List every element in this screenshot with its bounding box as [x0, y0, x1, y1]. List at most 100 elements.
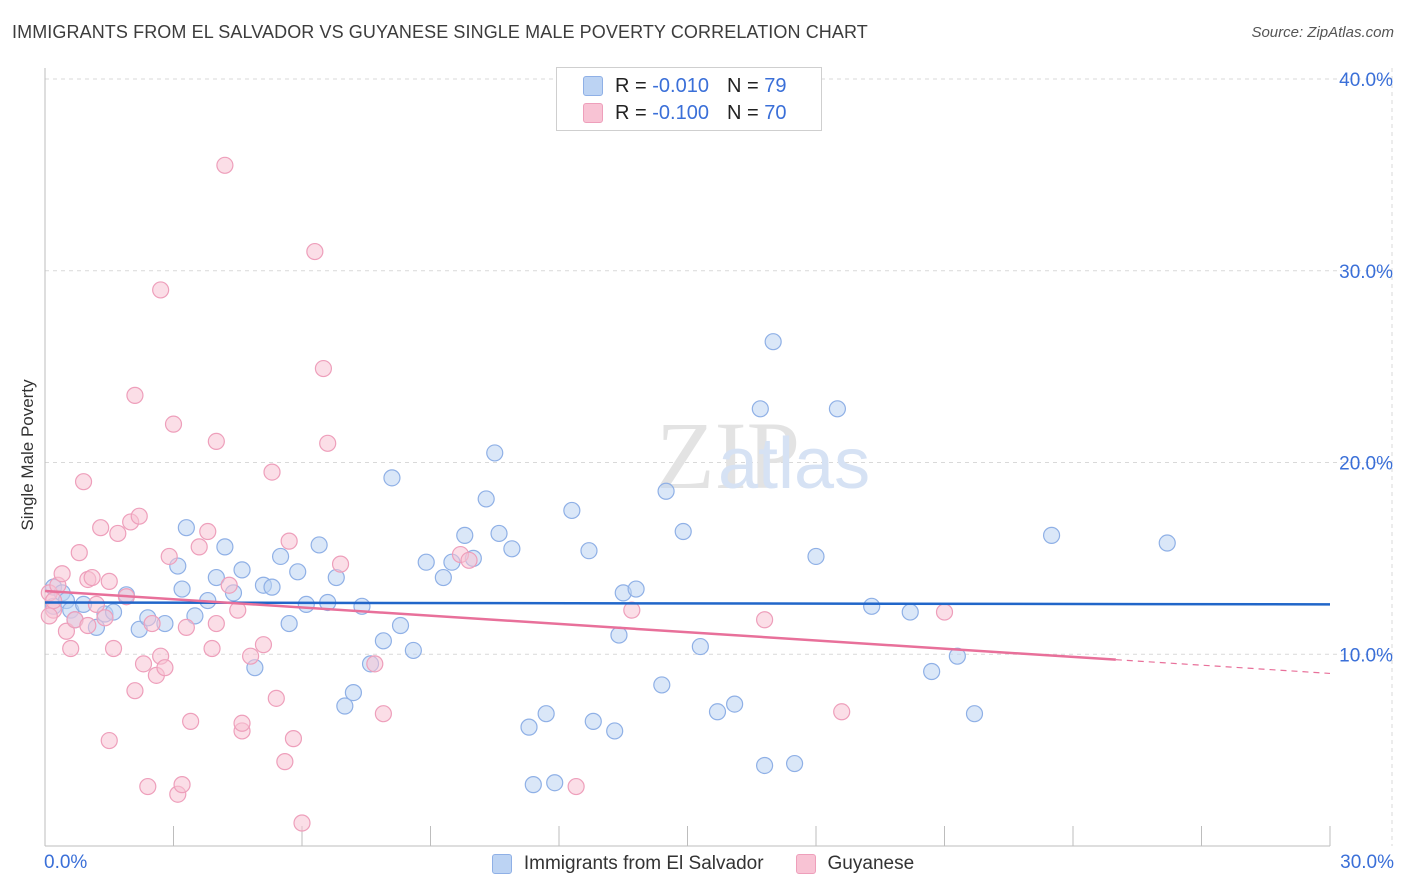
data-point-pink	[331, 555, 350, 573]
data-point-blue	[863, 597, 881, 615]
legend-swatch-pink	[583, 103, 603, 123]
data-point-pink	[152, 281, 170, 299]
data-point-blue	[456, 526, 474, 544]
legend-row-blue: R = -0.010 N = 79	[583, 73, 786, 99]
data-point-blue	[233, 561, 251, 579]
data-point-blue	[280, 614, 298, 633]
data-point-pink	[280, 532, 298, 550]
data-point-blue	[490, 524, 508, 543]
legend-row-pink: R = -0.100 N = 70	[583, 100, 786, 126]
data-point-blue	[263, 578, 281, 596]
data-point-pink	[366, 655, 384, 673]
data-point-blue	[391, 616, 410, 635]
data-point-pink	[134, 655, 153, 673]
data-point-blue	[374, 632, 392, 650]
data-point-blue	[580, 542, 598, 560]
data-point-pink	[267, 689, 285, 707]
trend-line-blue	[44, 601, 1331, 606]
data-point-pink	[126, 682, 144, 700]
data-point-pink	[199, 522, 217, 541]
data-point-pink	[233, 714, 251, 732]
data-point-pink	[53, 565, 71, 583]
data-point-blue	[537, 705, 555, 723]
data-point-pink	[242, 647, 260, 665]
data-point-pink	[164, 415, 183, 433]
legend-label: Immigrants from El Salvador	[523, 853, 764, 874]
data-point-pink	[177, 618, 195, 637]
legend-label: Guyanese	[827, 853, 915, 874]
data-point-blue	[627, 580, 645, 598]
data-point-blue	[657, 482, 675, 500]
y-tick-label: 40.0%	[1339, 70, 1393, 91]
y-tick-label: 10.0%	[1339, 645, 1393, 666]
data-point-pink	[173, 776, 191, 794]
points	[40, 156, 1176, 832]
data-point-blue	[726, 695, 744, 713]
data-point-blue	[923, 662, 941, 681]
data-point-pink	[100, 572, 118, 590]
data-point-pink	[57, 622, 76, 640]
data-point-pink	[130, 507, 148, 525]
legend-swatch-blue	[583, 76, 603, 96]
data-point-blue	[177, 519, 195, 537]
data-point-pink	[284, 730, 303, 748]
data-point-blue	[584, 712, 602, 730]
data-point-blue	[486, 444, 504, 462]
data-point-blue	[289, 563, 307, 581]
data-point-pink	[276, 753, 294, 771]
data-point-pink	[460, 551, 478, 569]
data-point-pink	[44, 591, 63, 610]
data-point-blue	[901, 603, 919, 621]
legend-r-label: R =	[615, 101, 647, 124]
data-point-blue	[417, 553, 435, 571]
data-point-pink	[100, 731, 118, 750]
data-point-blue	[503, 540, 521, 558]
data-point-blue	[477, 490, 495, 508]
data-point-pink	[109, 524, 127, 543]
legend-item-el-salvador[interactable]: Immigrants from El Salvador	[491, 853, 764, 875]
data-point-blue	[216, 538, 234, 556]
legend-swatch-blue	[491, 854, 512, 874]
data-point-blue	[965, 705, 984, 723]
data-point-blue	[606, 722, 624, 740]
legend-item-guyanese[interactable]: Guyanese	[795, 853, 915, 875]
data-point-pink	[126, 386, 144, 404]
data-point-blue	[785, 754, 804, 773]
data-point-blue	[186, 607, 204, 625]
data-point-pink	[567, 777, 585, 796]
data-point-pink	[74, 473, 93, 491]
data-point-pink	[263, 463, 281, 481]
data-point-pink	[160, 547, 178, 566]
data-point-pink	[314, 359, 333, 378]
data-point-blue	[653, 676, 671, 694]
data-point-pink	[139, 777, 157, 796]
data-point-blue	[434, 568, 452, 587]
data-point-blue	[948, 647, 966, 665]
watermark-atlas: atlas	[718, 424, 870, 504]
data-point-pink	[203, 639, 221, 658]
data-point-blue	[610, 626, 628, 644]
data-point-blue	[674, 522, 692, 541]
data-point-blue	[708, 703, 727, 721]
axes	[44, 68, 1331, 847]
data-point-pink	[216, 156, 234, 174]
legend-n-value: 79	[764, 74, 787, 97]
data-point-pink	[207, 614, 225, 633]
trend-line-dashed-pink	[1115, 659, 1331, 675]
legend-swatch-pink	[795, 854, 816, 874]
data-point-blue	[520, 718, 538, 736]
data-point-pink	[156, 659, 174, 677]
data-point-pink	[254, 636, 273, 654]
data-point-blue	[563, 501, 581, 520]
data-point-blue	[271, 547, 290, 566]
data-point-pink	[833, 703, 851, 721]
data-point-pink	[96, 609, 114, 627]
trend-lines	[44, 589, 1331, 675]
legend-n-label: N =	[726, 74, 759, 97]
legend-n-value: 70	[764, 101, 787, 124]
data-point-blue	[828, 400, 847, 418]
data-point-blue	[310, 536, 328, 554]
legend-n-label: N =	[726, 101, 759, 124]
legend-r-value: -0.010	[652, 74, 709, 97]
data-point-pink	[70, 544, 88, 562]
